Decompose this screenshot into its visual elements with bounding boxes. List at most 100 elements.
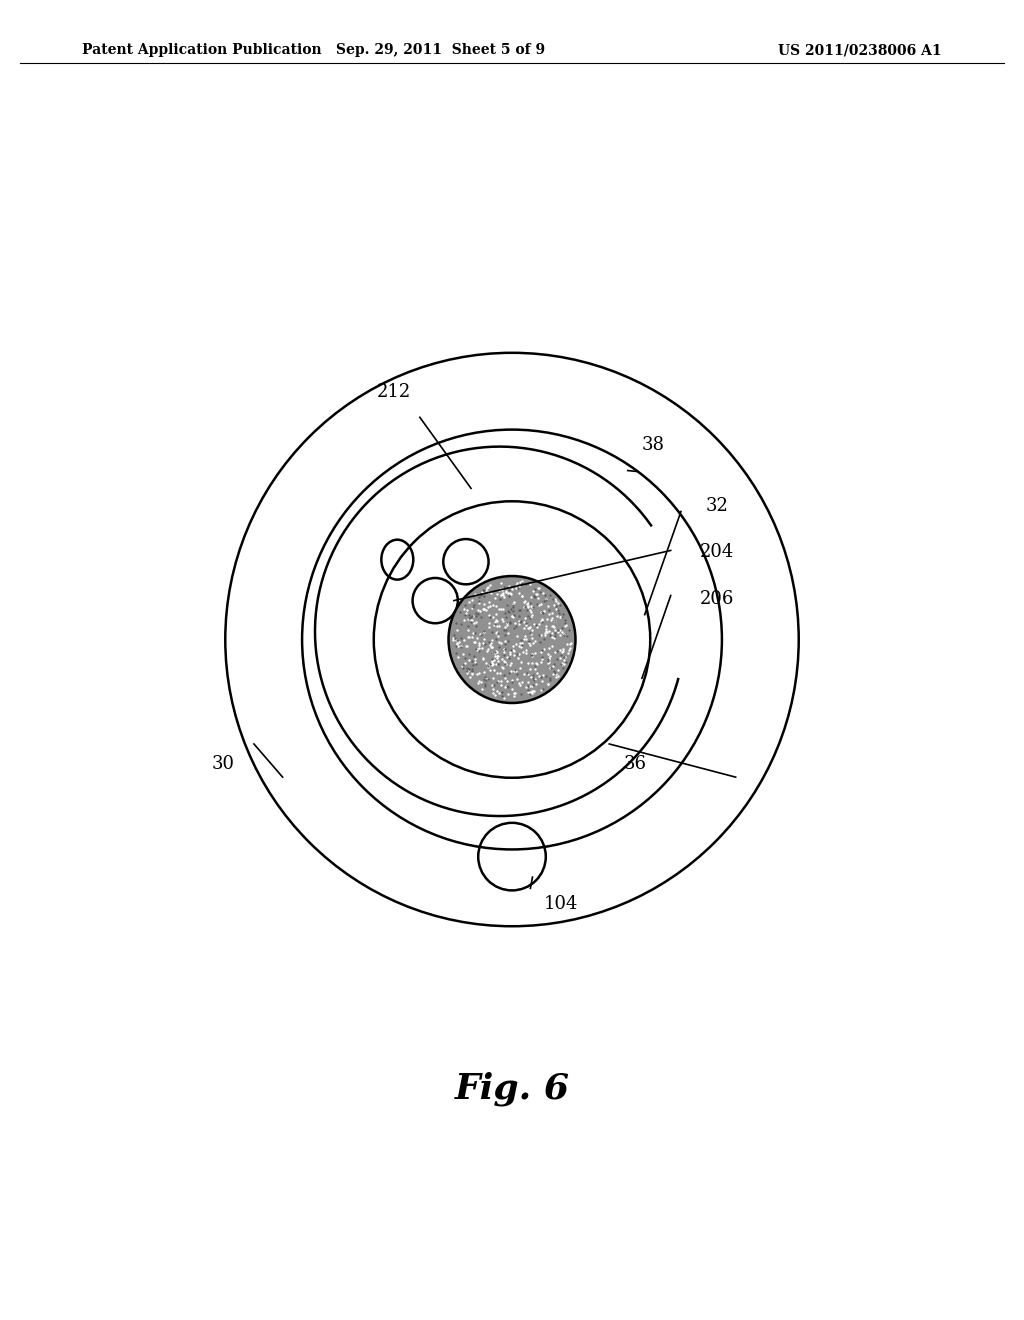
Point [518, 639, 535, 660]
Point [474, 579, 490, 601]
Point [486, 643, 503, 664]
Point [497, 634, 513, 655]
Point [475, 622, 492, 643]
Point [561, 634, 578, 655]
Point [505, 639, 521, 660]
Point [528, 673, 545, 694]
Text: 32: 32 [706, 498, 728, 515]
Point [466, 645, 482, 667]
Point [475, 661, 492, 682]
Point [541, 603, 557, 624]
Point [460, 626, 476, 647]
Point [534, 610, 550, 631]
Point [544, 623, 560, 644]
Point [505, 595, 521, 616]
Point [483, 651, 500, 672]
Point [507, 659, 523, 680]
Point [494, 648, 510, 669]
Point [499, 671, 515, 692]
Point [524, 675, 541, 696]
Point [509, 626, 525, 647]
Point [540, 673, 556, 694]
Point [561, 619, 578, 640]
Text: 206: 206 [699, 590, 734, 607]
Point [528, 594, 545, 615]
Point [455, 655, 471, 676]
Point [532, 602, 549, 623]
Point [472, 624, 488, 645]
Point [518, 615, 535, 636]
Point [520, 605, 537, 626]
Point [489, 623, 506, 644]
Point [459, 635, 475, 656]
Point [530, 594, 547, 615]
Point [449, 634, 465, 655]
Point [521, 684, 538, 705]
Point [505, 597, 521, 618]
Point [546, 660, 562, 681]
Point [495, 609, 511, 630]
Point [497, 602, 513, 623]
Point [481, 612, 498, 634]
Point [457, 653, 473, 675]
Point [484, 648, 501, 669]
Point [464, 659, 480, 680]
Point [496, 619, 512, 640]
Point [520, 593, 537, 614]
Point [528, 652, 545, 673]
Point [532, 642, 549, 663]
Point [496, 657, 512, 678]
Point [555, 653, 571, 675]
Point [471, 663, 487, 684]
Point [540, 652, 556, 673]
Point [534, 611, 550, 632]
Point [524, 644, 541, 665]
Point [445, 627, 462, 648]
Point [453, 635, 469, 656]
Point [503, 660, 519, 681]
Point [519, 681, 536, 702]
Point [500, 622, 516, 643]
Point [522, 595, 539, 616]
Point [520, 672, 537, 693]
Point [513, 672, 529, 693]
Point [490, 599, 507, 620]
Point [557, 615, 573, 636]
Point [490, 626, 507, 647]
Point [529, 663, 546, 684]
Point [536, 639, 552, 660]
Point [557, 645, 573, 667]
Point [492, 663, 508, 684]
Point [464, 610, 480, 631]
Point [470, 599, 486, 620]
Point [506, 645, 522, 667]
Point [521, 635, 538, 656]
Point [502, 582, 518, 603]
Point [557, 612, 573, 634]
Point [489, 651, 506, 672]
Point [522, 574, 539, 595]
Point [550, 622, 566, 643]
Point [501, 663, 517, 684]
Point [556, 647, 572, 668]
Point [534, 647, 550, 668]
Point [523, 606, 540, 627]
Point [531, 581, 548, 602]
Point [471, 671, 487, 692]
Point [467, 623, 483, 644]
Point [543, 610, 559, 631]
Point [508, 634, 524, 655]
Point [477, 667, 494, 688]
Text: 204: 204 [699, 544, 734, 561]
Point [467, 606, 483, 627]
Point [560, 643, 577, 664]
Point [467, 639, 483, 660]
Point [457, 594, 473, 615]
Point [461, 649, 477, 671]
Point [520, 631, 537, 652]
Point [475, 599, 492, 620]
Point [466, 612, 482, 634]
Point [482, 643, 499, 664]
Point [522, 607, 539, 628]
Point [487, 612, 504, 634]
